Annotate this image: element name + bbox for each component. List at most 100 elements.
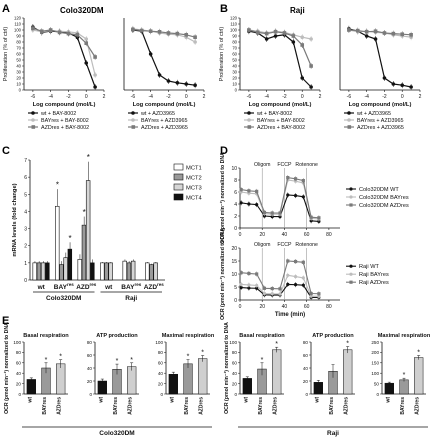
- D-bottom-ytick-label: 20: [231, 246, 237, 252]
- B-left-xtick-label: -2: [282, 94, 287, 100]
- A-left-legend-marker: [31, 118, 35, 122]
- D-bottom-data-point: [255, 272, 259, 276]
- E-colo-bar: [127, 366, 137, 395]
- A-right-data-point: [166, 31, 171, 35]
- E-raji-ytick-label: 50: [374, 381, 380, 386]
- B-left-ytick-label: 30: [232, 70, 237, 75]
- B-left-data-point: [309, 85, 313, 89]
- D-top-ytick-label: 8: [234, 178, 237, 184]
- E-raji-bar: [414, 357, 424, 395]
- C-bar: [122, 260, 127, 281]
- E-colo-ytick-label: 60: [16, 361, 22, 366]
- D-bottom-data-point: [239, 282, 243, 286]
- A-left-xtick-label: 0: [85, 94, 88, 100]
- A-left-xtick-label: -6: [31, 94, 36, 100]
- B-right-legend-marker: [347, 118, 351, 122]
- E-raji-bar: [272, 349, 282, 395]
- C-legend-label: MCT2: [186, 176, 202, 182]
- E-raji-category-label: BAYres: [258, 397, 264, 415]
- B-left-data-point: [300, 35, 305, 39]
- C-ytick-label: 7: [24, 158, 27, 164]
- D-bottom-legend-label: Raji WT: [359, 264, 379, 270]
- A-right-data-point: [193, 83, 197, 87]
- E-raji-bar: [399, 379, 409, 395]
- B-right-data-point: [364, 34, 369, 38]
- A-left-xtick-label: -2: [66, 94, 71, 100]
- D-top-data-point: [317, 216, 321, 220]
- D-top-data-point: [286, 176, 290, 180]
- D-top-injection-label: Oligom: [254, 162, 270, 168]
- B-left-xtick-label: 2: [319, 94, 322, 100]
- A-right-data-point: [166, 79, 171, 83]
- C-bar: [104, 262, 109, 281]
- B-left-data-point: [300, 76, 305, 80]
- C-ytick-label: 1: [24, 261, 27, 267]
- C-ytick-label: 0: [24, 278, 27, 284]
- E-colo-ytick-label: 60: [87, 353, 93, 358]
- E-colo-subplot-title: Basal respiration: [23, 333, 69, 339]
- E-colo-ytick-label: 0: [89, 392, 92, 397]
- C-legend-swatch: [173, 173, 184, 181]
- C-bar: [130, 260, 136, 281]
- B-left-legend-marker: [247, 118, 251, 122]
- A-left-legend-label: BAYres + BAY-8002: [41, 118, 89, 124]
- B-right-data-point: [347, 28, 351, 32]
- D-top-injection-label: FCCP: [277, 162, 292, 168]
- A-left-ytick-label: 100: [14, 28, 22, 33]
- D-top-data-point: [255, 203, 259, 207]
- A-right-data-point: [131, 27, 135, 32]
- E-colo-cell-label: Colo320DM: [99, 430, 134, 437]
- C-cell-label: Raji: [125, 295, 137, 302]
- D-bottom-data-point: [247, 286, 251, 290]
- B-left-data-point: [309, 64, 313, 68]
- E-colo-category-label: BAYres: [42, 397, 48, 415]
- E-raji-ytick-label: 20: [232, 381, 238, 386]
- A-left-xlabel: Log compound (mol/L): [33, 102, 96, 108]
- E-colo-bar: [198, 358, 208, 395]
- panel-letter-e: E: [2, 315, 9, 327]
- C-ytick-label: 3: [24, 227, 27, 233]
- D-bottom-legend-marker: [349, 264, 353, 268]
- charts-layer: -6 -4 -2 0 20102030405060708090100110120Prol…: [3, 16, 431, 437]
- B-left-ytick-label: 80: [232, 40, 237, 45]
- A-left-data-point: [93, 85, 97, 89]
- B-left-legend-label: BAYres + BAY-8002: [257, 118, 305, 124]
- C-bar: [36, 262, 42, 281]
- panel-b-title: Raji: [290, 6, 305, 15]
- E-raji-ytick-label: 20: [303, 379, 309, 384]
- C-group-label: wt: [104, 284, 113, 291]
- panel-letter-d: D: [220, 145, 228, 157]
- E-colo-ytick-label: 80: [16, 350, 22, 355]
- E-colo-ytick-label: 40: [158, 371, 164, 376]
- D-bottom-xtick-label: 40: [282, 304, 288, 310]
- D-top-ytick-label: 6: [234, 190, 237, 196]
- E-colo-category-label: wt: [27, 397, 33, 404]
- A-left-ytick-label: 110: [14, 22, 21, 27]
- D-bottom-data-point: [293, 259, 298, 264]
- B-left-ytick-label: 50: [232, 58, 237, 63]
- B-right-data-point: [400, 32, 405, 36]
- A-left-ytick-label: 40: [16, 64, 21, 69]
- C-cell-label: Colo320DM: [46, 295, 81, 302]
- C-bar: [81, 224, 87, 281]
- A-left-legend-marker: [31, 125, 36, 129]
- C-bar: [149, 264, 154, 281]
- E-colo-significance-star: *: [45, 357, 48, 364]
- E-colo-category-label: AZDres: [128, 397, 134, 415]
- A-right-legend-label: BAYres + AZD3965: [141, 118, 188, 124]
- D-bottom-data-point: [317, 294, 321, 298]
- A-right-data-point: [157, 73, 162, 77]
- E-colo-ytick-label: 40: [87, 366, 93, 371]
- A-left-data-point: [66, 31, 71, 36]
- E-colo-ylabel: OCR (pmol min⁻¹) normalized to DNA: [4, 322, 10, 414]
- D-top-data-point: [301, 195, 305, 199]
- E-colo-subplot-title: Maximal respiration: [162, 333, 215, 339]
- D-top-xtick-label: 0: [239, 232, 242, 238]
- B-left-data-point: [255, 30, 260, 35]
- C-group-superscript: res: [67, 282, 74, 287]
- A-right-legend-marker: [131, 111, 135, 115]
- D-bottom-data-point: [317, 292, 321, 296]
- E-raji-ytick-label: 40: [232, 371, 238, 376]
- A-right-xtick-label: -2: [166, 94, 171, 100]
- A-right-legend-marker: [131, 118, 135, 122]
